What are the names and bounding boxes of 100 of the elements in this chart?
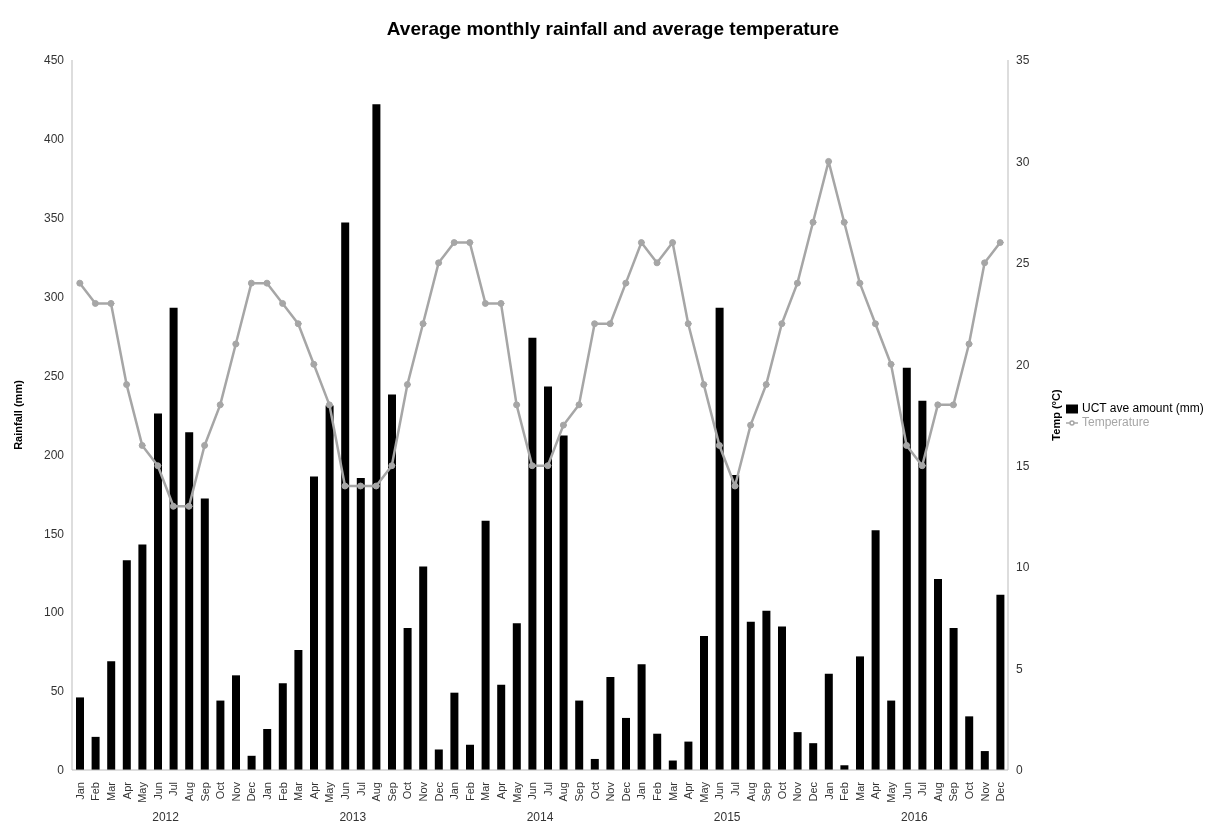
bar (949, 628, 958, 770)
x-tick-label: Nov (604, 781, 617, 802)
point (622, 279, 630, 287)
y-tick-label: 100 (43, 605, 65, 620)
x-tick-label: May (697, 781, 710, 803)
y-tick-label: 0 (57, 763, 65, 778)
y2-axis-title: Temp (°C) (1049, 389, 1062, 441)
x-tick-label: Aug (744, 782, 757, 802)
point (310, 360, 318, 368)
bar (91, 736, 100, 770)
bar (590, 758, 599, 770)
x-tick-label: Jan (635, 782, 648, 800)
bar (512, 623, 521, 770)
bar (232, 675, 240, 770)
y2-tick-label: 0 (1016, 763, 1023, 778)
x-tick-label: May (885, 781, 897, 803)
bar (762, 610, 771, 770)
x-tick-label: Jun (339, 782, 351, 800)
point (154, 462, 162, 470)
bar (637, 664, 646, 770)
bar (856, 656, 864, 770)
bar (559, 435, 568, 770)
point (372, 482, 380, 490)
y2-tick-label: 10 (1016, 560, 1030, 575)
bar (918, 400, 927, 770)
point (403, 381, 411, 389)
bar (372, 104, 381, 770)
x-tick-label: Sep (573, 782, 585, 802)
y-tick-label: 350 (43, 211, 65, 226)
point (466, 239, 474, 247)
x-tick-label: Dec (619, 781, 632, 802)
x-tick-label: Feb (838, 782, 851, 801)
bar (887, 700, 896, 770)
point (263, 279, 271, 287)
point (856, 279, 864, 287)
x-tick-label: Apr (869, 781, 882, 800)
y-tick-label: 300 (43, 289, 65, 304)
x-tick-label: Feb (276, 782, 289, 801)
point (341, 482, 349, 490)
y-tick-label: 250 (43, 368, 65, 383)
point (918, 462, 926, 470)
x-tick-label: Apr (682, 781, 695, 800)
point (388, 462, 396, 470)
x-tick-label: Mar (853, 781, 866, 801)
point (949, 401, 957, 409)
x-tick-label: Nov (791, 781, 804, 802)
x-tick-label: Nov (417, 781, 429, 802)
point (731, 482, 739, 490)
text: 2012 (151, 810, 180, 824)
point (778, 320, 786, 328)
x-tick-label: Feb (651, 782, 663, 801)
bar (356, 478, 365, 770)
y2-tick-label: 30 (1016, 154, 1030, 169)
point (653, 259, 661, 267)
point (809, 218, 817, 226)
x-tick-label: Jun (900, 782, 913, 800)
point (793, 279, 801, 287)
x-tick-label: Jul (354, 782, 367, 797)
bar (278, 683, 287, 770)
bar (871, 530, 880, 770)
bar (809, 743, 818, 770)
point (981, 259, 989, 267)
bar (778, 626, 786, 770)
x-tick-label: Jan (448, 782, 461, 800)
bar (122, 560, 131, 770)
x-tick-label: Aug (557, 782, 570, 802)
point (419, 320, 427, 328)
x-tick-label: May (510, 781, 523, 803)
bar (715, 307, 724, 770)
y-axis-title: Rainfall (mm) (11, 379, 24, 450)
bar (731, 474, 740, 770)
point (185, 502, 193, 510)
bar (544, 386, 552, 770)
bar (294, 650, 303, 770)
point (684, 320, 692, 328)
x-tick-label: Nov (978, 781, 991, 802)
point (762, 381, 770, 389)
x-tick-label: Apr (120, 781, 133, 800)
x-tick-label: Aug (931, 782, 944, 802)
x-tick-label: Jul (916, 782, 929, 797)
bar (200, 498, 209, 770)
point (497, 299, 505, 307)
x-tick-label: Dec (994, 781, 1007, 802)
bar (746, 621, 755, 770)
bar (388, 394, 396, 770)
x-tick-label: Jan (822, 782, 835, 800)
point (715, 441, 723, 449)
y2-tick-label: 5 (1016, 661, 1023, 676)
y2-tick-label: 25 (1016, 256, 1030, 271)
point (825, 157, 833, 165)
bar (965, 716, 974, 770)
bar (902, 367, 911, 770)
point (232, 340, 240, 348)
point (450, 239, 458, 247)
x-tick-label: Dec (432, 781, 445, 802)
point (544, 462, 552, 470)
bar (107, 661, 116, 770)
x-tick-label: Jan (73, 782, 86, 800)
x-tick-label: Mar (666, 781, 679, 801)
bar (76, 697, 84, 770)
